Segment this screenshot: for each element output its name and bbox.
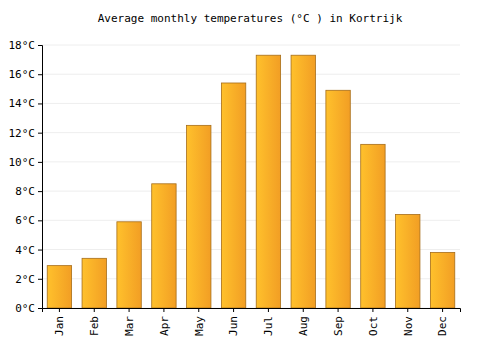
y-tick: 0°C: [15, 302, 42, 315]
y-tick: 2°C: [15, 273, 42, 286]
x-tick-label: Jun: [227, 316, 240, 336]
y-tick-mark: [38, 191, 42, 192]
y-tick: 10°C: [9, 156, 43, 169]
grid-line: [42, 191, 460, 192]
bar: [187, 125, 211, 308]
x-tick: Jul: [262, 308, 275, 336]
x-tick-label: Feb: [88, 316, 101, 336]
x-tick: May: [193, 308, 206, 336]
y-tick-label: 2°C: [15, 273, 35, 286]
y-axis: 0°C 2°C 4°C 6°C 8°C 10°C 12°C 14°C 16°C 18°C: [9, 39, 43, 315]
y-tick-label: 18°C: [9, 39, 36, 52]
y-tick: 16°C: [9, 68, 43, 81]
y-tick-mark: [38, 103, 42, 104]
x-tick-mark: [407, 308, 408, 312]
y-tick-mark: [38, 308, 42, 309]
x-tick-mark: [94, 308, 95, 312]
grid-line: [42, 132, 460, 133]
y-tick-mark: [38, 74, 42, 75]
y-axis-line: [38, 46, 43, 309]
y-tick-label: 16°C: [9, 68, 36, 81]
x-tick-mark: [442, 308, 443, 312]
bars: [47, 55, 455, 308]
chart: Average monthly temperatures (°C ) in Ko…: [0, 0, 500, 350]
x-tick-mark: [233, 308, 234, 312]
x-tick-label: Jan: [53, 316, 66, 336]
x-tick: Sep: [332, 308, 345, 336]
y-tick-mark: [38, 133, 42, 134]
y-tick: 8°C: [15, 185, 42, 198]
x-axis: Jan Feb Mar Apr May Jun Jul Aug Sep Oct Nov Dec: [43, 308, 461, 336]
bar: [430, 252, 454, 308]
x-tick-label: Apr: [158, 316, 171, 336]
x-tick-mark: [338, 308, 339, 312]
y-tick-label: 6°C: [15, 214, 35, 227]
x-axis-line: [43, 309, 461, 313]
y-tick-label: 0°C: [15, 302, 35, 315]
x-tick-mark: [268, 308, 269, 312]
x-tick-mark: [163, 308, 164, 312]
y-tick-mark: [38, 250, 42, 251]
grid-line: [42, 161, 460, 162]
plot: 0°C 2°C 4°C 6°C 8°C 10°C 12°C 14°C 16°C 18°C Jan Fe…: [9, 39, 461, 336]
x-tick: Jan: [53, 308, 66, 336]
y-tick-mark: [38, 45, 42, 46]
y-tick: 18°C: [9, 39, 43, 52]
y-tick: 14°C: [9, 97, 43, 110]
bar: [326, 90, 350, 308]
y-tick-mark: [38, 279, 42, 280]
bar: [82, 258, 106, 308]
x-tick-mark: [372, 308, 373, 312]
x-tick-label: Nov: [402, 316, 415, 336]
bar: [396, 214, 420, 308]
x-tick-label: Jul: [262, 316, 275, 336]
x-tick-mark: [303, 308, 304, 312]
x-tick-mark: [129, 308, 130, 312]
x-tick: Jun: [227, 308, 240, 336]
x-tick: Apr: [158, 308, 171, 336]
x-tick-label: Dec: [436, 316, 449, 336]
grid-line: [42, 103, 460, 104]
x-tick-label: Aug: [297, 316, 310, 336]
x-tick: Oct: [367, 308, 380, 336]
bar: [47, 266, 71, 308]
x-tick: Aug: [297, 308, 310, 336]
grid-line: [42, 45, 460, 46]
bar: [361, 144, 385, 308]
bar: [117, 222, 141, 308]
grid: [42, 45, 460, 308]
x-tick-label: Mar: [123, 316, 136, 336]
y-tick-label: 10°C: [9, 156, 36, 169]
x-tick-mark: [198, 308, 199, 312]
x-tick: Nov: [402, 308, 415, 336]
title: Average monthly temperatures (°C ) in Ko…: [98, 12, 403, 25]
x-tick-label: Sep: [332, 316, 345, 336]
x-tick-label: Oct: [367, 316, 380, 336]
y-tick-label: 12°C: [9, 127, 36, 140]
x-tick: Feb: [88, 308, 101, 336]
y-tick: 12°C: [9, 127, 43, 140]
y-tick: 6°C: [15, 214, 42, 227]
y-tick-label: 8°C: [15, 185, 35, 198]
y-tick-label: 4°C: [15, 244, 35, 257]
y-tick-mark: [38, 220, 42, 221]
bar: [256, 55, 280, 308]
x-tick: Mar: [123, 308, 136, 336]
x-tick-mark: [59, 308, 60, 312]
x-tick: Dec: [436, 308, 449, 336]
y-tick-label: 14°C: [9, 97, 36, 110]
x-tick-label: May: [193, 316, 206, 336]
grid-line: [42, 74, 460, 75]
y-tick-mark: [38, 162, 42, 163]
y-tick: 4°C: [15, 244, 42, 257]
bar: [221, 83, 245, 308]
bar: [152, 184, 176, 308]
bar: [291, 55, 315, 308]
